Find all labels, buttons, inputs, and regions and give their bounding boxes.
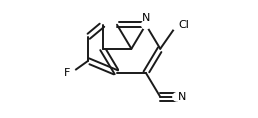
Text: N: N (178, 92, 187, 102)
Text: F: F (64, 68, 70, 78)
Circle shape (67, 69, 76, 77)
Circle shape (173, 93, 181, 101)
Circle shape (142, 21, 150, 29)
Circle shape (172, 19, 182, 30)
Text: Cl: Cl (178, 20, 189, 30)
Text: N: N (142, 13, 150, 23)
